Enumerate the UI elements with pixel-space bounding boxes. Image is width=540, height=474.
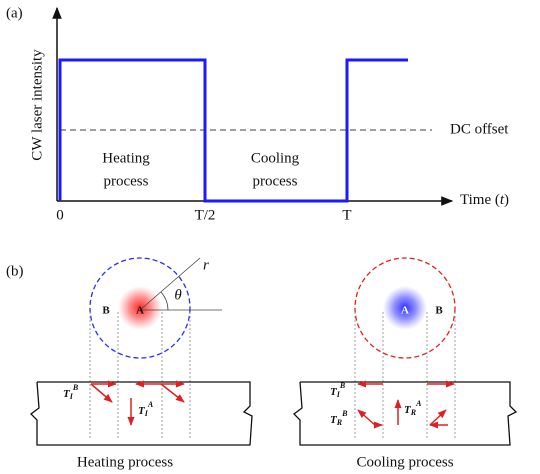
label-part: T (404, 404, 412, 416)
caption: Cooling process (356, 454, 453, 470)
circle (354, 257, 456, 359)
cooling-label: process (253, 173, 298, 189)
slab (30, 381, 253, 446)
flux-label: TRB (330, 409, 348, 427)
x-axis-label: Time (t) (460, 192, 509, 208)
label-part: I (144, 409, 149, 418)
point-label: B (435, 305, 443, 317)
label-var: t (500, 192, 505, 208)
flux-label: TIB (63, 383, 79, 401)
label-part: R (410, 408, 417, 417)
x-tick-label: 0 (56, 207, 64, 223)
label-part: T (63, 388, 71, 400)
radius-label: r (203, 257, 209, 273)
angle-label: θ (174, 287, 182, 303)
heating-label: process (104, 173, 149, 189)
label-part: B (341, 409, 348, 418)
caption: Heating process (77, 454, 173, 470)
panel-a: (a) CW laser intensity DC offset Heating… (6, 5, 509, 223)
panel-b: (b) r θ B A TIB TIA Heating process A B … (6, 257, 518, 470)
point-label: B (102, 305, 110, 317)
label-part: I (69, 392, 74, 401)
flux-label: TIB (330, 381, 346, 399)
point-label: A (136, 305, 144, 317)
cooling-label: Cooling (251, 150, 300, 166)
radius-line (139, 257, 201, 311)
label-text: Time ( (460, 192, 500, 208)
label-end: ) (504, 192, 509, 208)
x-tick-label: T/2 (195, 207, 216, 223)
angle-arc (160, 291, 169, 311)
x-tick-label: T (342, 207, 351, 223)
slab (293, 381, 518, 446)
flux-label: TRA (404, 399, 422, 417)
dc-offset-label: DC offset (450, 121, 509, 137)
label-part: T (138, 405, 146, 417)
label-part: B (72, 383, 79, 392)
hot-spot (118, 286, 162, 330)
cold-spot (383, 286, 427, 330)
label-part: R (336, 418, 343, 427)
label-part: A (415, 399, 422, 408)
label-part: A (147, 400, 154, 409)
label-part: B (339, 381, 346, 390)
flux-label: TIA (138, 400, 154, 418)
waveform (58, 58, 408, 203)
panel-label: (a) (6, 5, 23, 21)
label-part: T (330, 386, 338, 398)
circle (89, 257, 191, 359)
heating-label: Heating (102, 150, 150, 166)
label-part: I (336, 390, 341, 399)
point-label: A (401, 305, 409, 317)
y-axis-label: CW laser intensity (29, 49, 45, 161)
panel-label: (b) (6, 263, 24, 279)
label-part: T (330, 414, 338, 426)
